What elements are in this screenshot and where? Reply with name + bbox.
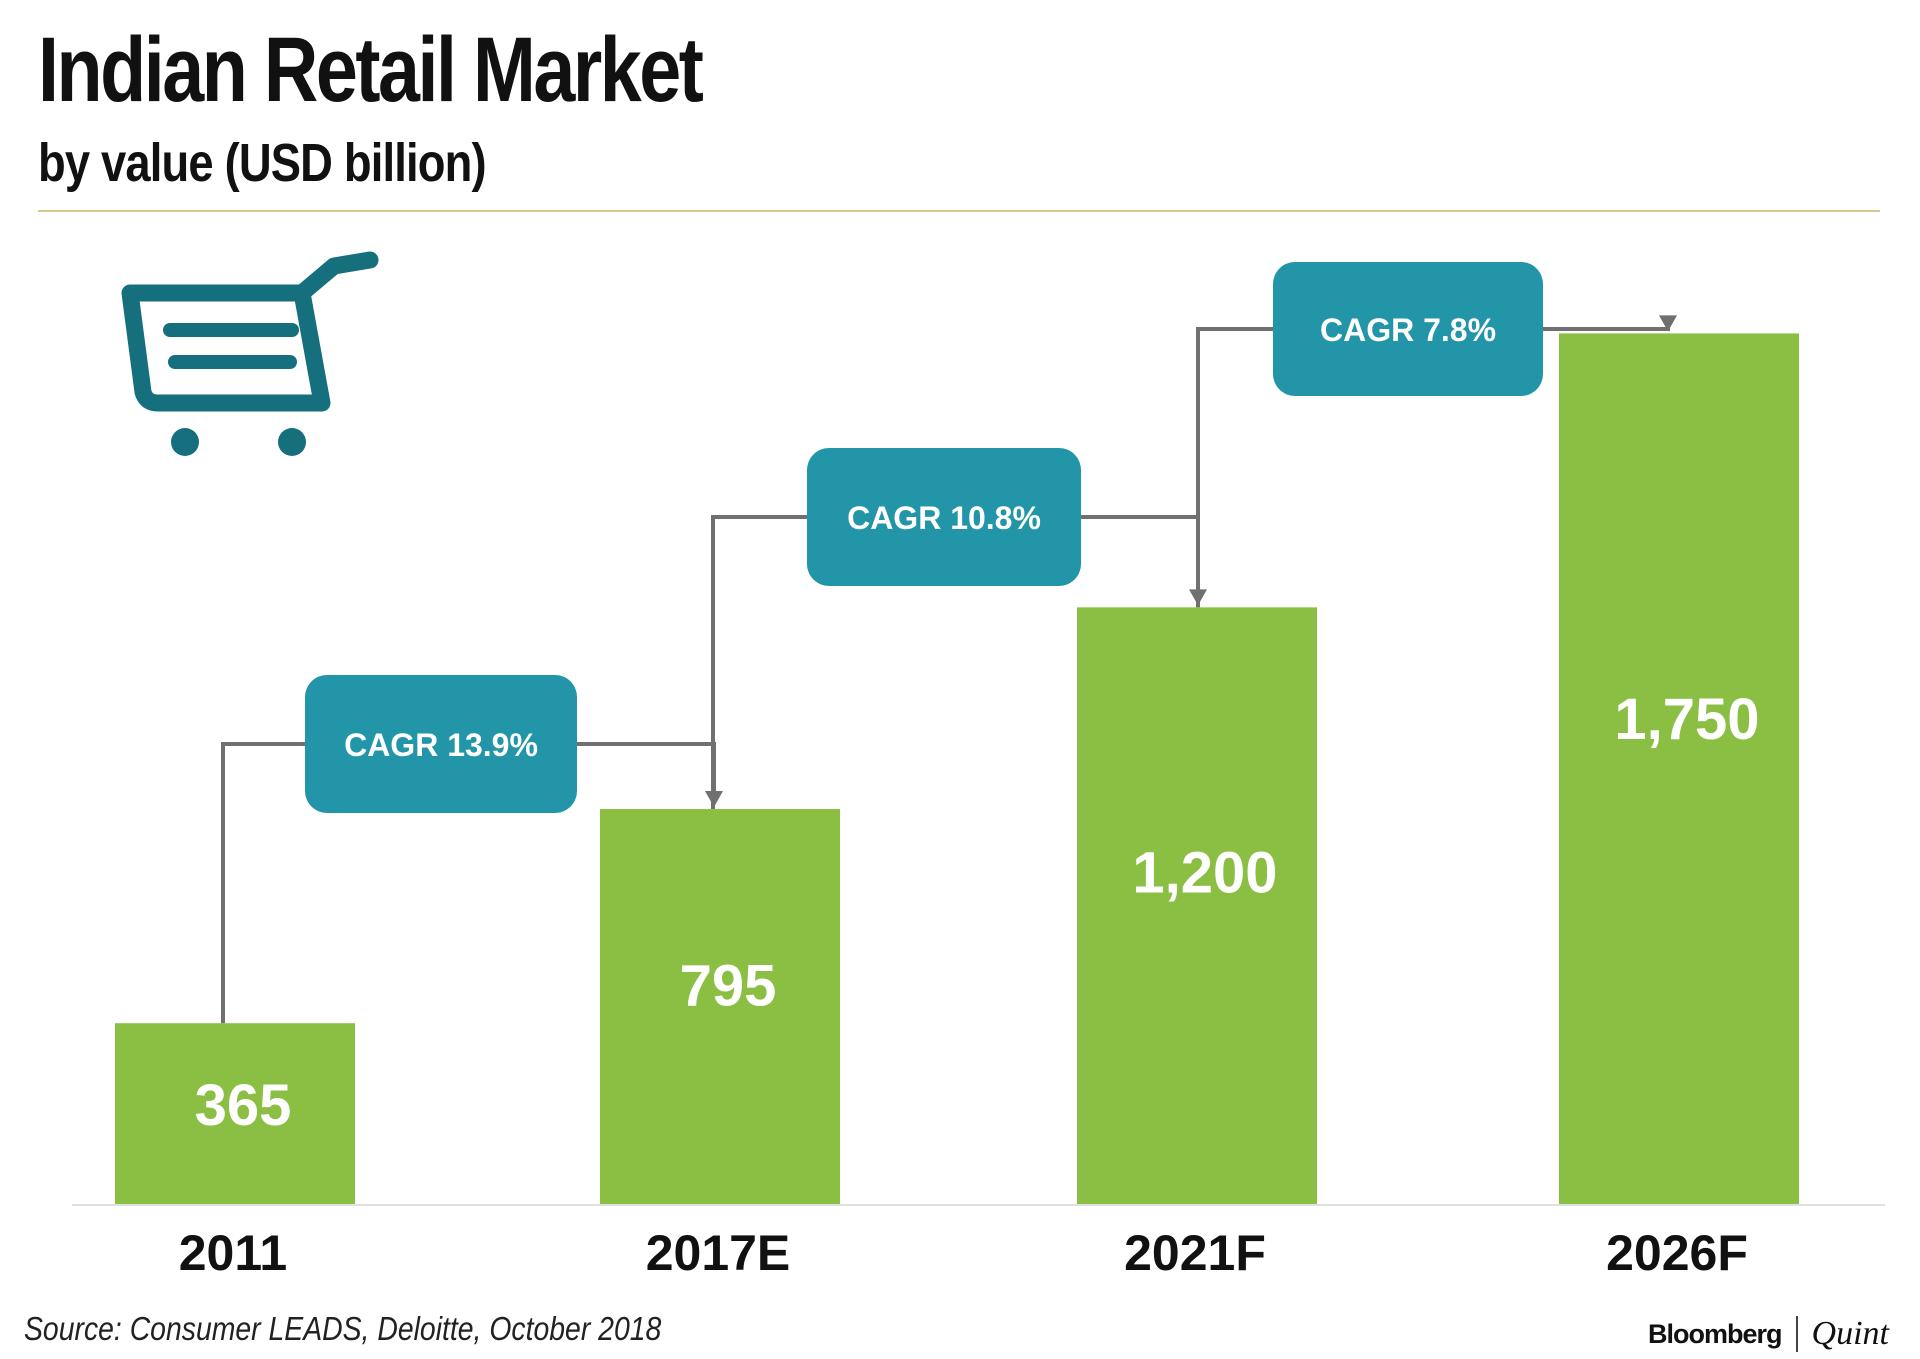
cagr-label: CAGR 7.8%: [1320, 312, 1496, 348]
bar-2026F: [1559, 333, 1799, 1205]
x-tick-label: 2021F: [1124, 1225, 1266, 1281]
shopping-cart-icon: [121, 251, 379, 456]
chart-title: Indian Retail Market: [38, 19, 704, 121]
brand-separator: [1795, 1316, 1798, 1352]
x-tick-label: 2011: [179, 1225, 287, 1281]
bar-value-label: 1,200: [1132, 840, 1277, 905]
bar-2011: [115, 1023, 355, 1205]
title-divider: [38, 210, 1880, 212]
cagr-label: CAGR 10.8%: [847, 500, 1041, 536]
bar-value-label: 1,750: [1614, 687, 1759, 752]
cagr-label: CAGR 13.9%: [344, 727, 538, 763]
bar-value-label: 365: [195, 1073, 292, 1138]
source-note: Source: Consumer LEADS, Deloitte, Octobe…: [24, 1310, 662, 1347]
cagr-callout: [1273, 262, 1543, 396]
bar-2021F: [1077, 607, 1317, 1205]
brand-quint: Quint: [1811, 1315, 1889, 1352]
x-tick-label: 2017E: [646, 1225, 791, 1281]
bar-2017E: [600, 809, 840, 1205]
x-tick-label: 2026F: [1606, 1225, 1748, 1281]
brand-bloomberg: Bloomberg: [1648, 1318, 1783, 1349]
cagr-callout: [305, 675, 577, 813]
bar-value-label: 795: [680, 953, 777, 1018]
arrow-head-icon: [1659, 315, 1677, 332]
chart-subtitle: by value (USD billion): [38, 133, 487, 193]
brand-logo: Bloomberg Quint: [1648, 1312, 1889, 1356]
cagr-callout: [807, 448, 1081, 586]
